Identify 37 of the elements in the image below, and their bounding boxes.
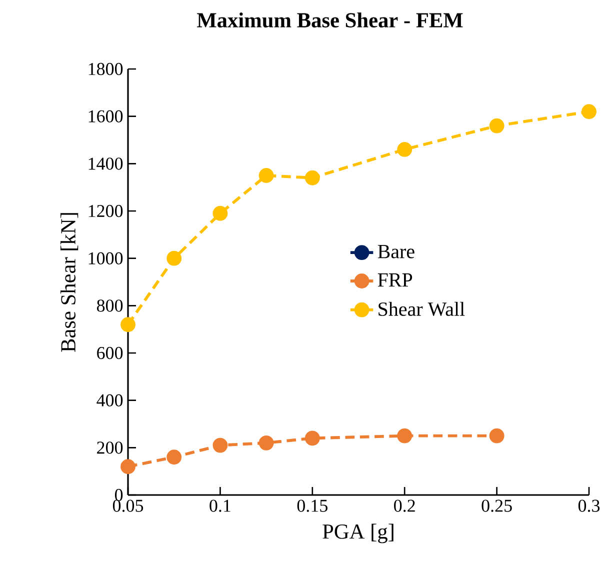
legend-label: Bare	[378, 245, 414, 258]
point	[258, 168, 274, 183]
y-tick-label: 400	[96, 394, 123, 406]
point	[397, 428, 412, 444]
x-tick-label: 0.1	[210, 500, 230, 512]
y-tick-label: 1000	[88, 252, 123, 264]
legend-label: FRP	[378, 273, 412, 287]
x-tick-label: 0.05	[112, 500, 144, 512]
y-axis-title: Base Shear [kN]	[60, 213, 78, 352]
x-axis-title: PGA [g]	[322, 524, 394, 544]
point	[166, 450, 182, 465]
point	[258, 435, 274, 450]
chart-title: Maximum Base Shear - FEM	[197, 12, 463, 28]
point	[212, 206, 228, 221]
point	[120, 317, 136, 332]
point	[120, 459, 136, 474]
x-tick-label: 0.2	[394, 500, 415, 512]
x-tick-label: 0.15	[297, 500, 328, 512]
y-tick-label: 1200	[88, 204, 123, 218]
point	[304, 170, 320, 186]
y-tick-label: 1600	[88, 110, 123, 122]
legend-label: Shear Wall	[378, 302, 465, 316]
y-tick-label: 1400	[88, 158, 123, 170]
y-tick-label: 600	[97, 346, 123, 360]
point	[397, 142, 412, 157]
point	[489, 428, 504, 444]
y-tick-label: 1800	[88, 62, 123, 76]
y-tick-label: 200	[97, 442, 123, 454]
point	[582, 104, 596, 120]
point	[212, 438, 228, 453]
x-tick-label: 0.25	[482, 500, 512, 512]
x-tick-label: 0.3	[578, 500, 600, 512]
point	[489, 118, 504, 134]
point	[304, 430, 320, 446]
y-tick-label: 0	[114, 488, 123, 502]
point	[166, 250, 182, 266]
y-tick-label: 800	[96, 300, 123, 312]
